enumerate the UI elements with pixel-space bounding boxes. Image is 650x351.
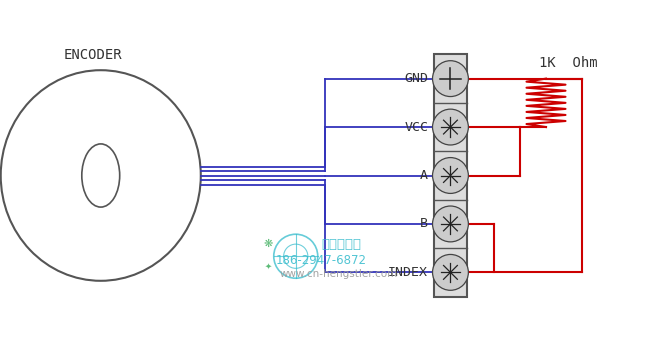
Circle shape <box>432 61 469 97</box>
Text: 1K  Ohm: 1K Ohm <box>540 56 598 70</box>
Text: 186-2947-6872: 186-2947-6872 <box>276 254 367 267</box>
Text: www.cn-hengstler.com: www.cn-hengstler.com <box>280 269 398 279</box>
Text: ❋: ❋ <box>263 239 272 249</box>
Circle shape <box>432 109 469 145</box>
Text: ✦: ✦ <box>265 262 271 271</box>
Bar <box>434 54 467 297</box>
Text: 西安德伏拓: 西安德伏拓 <box>322 238 362 251</box>
Text: GND: GND <box>404 72 428 85</box>
Circle shape <box>432 158 469 193</box>
Text: VCC: VCC <box>404 120 428 134</box>
Circle shape <box>432 206 469 242</box>
Circle shape <box>432 254 469 290</box>
Text: A: A <box>420 169 428 182</box>
Text: B: B <box>420 217 428 231</box>
Text: ENCODER: ENCODER <box>64 48 122 62</box>
Text: INDEX: INDEX <box>388 266 428 279</box>
